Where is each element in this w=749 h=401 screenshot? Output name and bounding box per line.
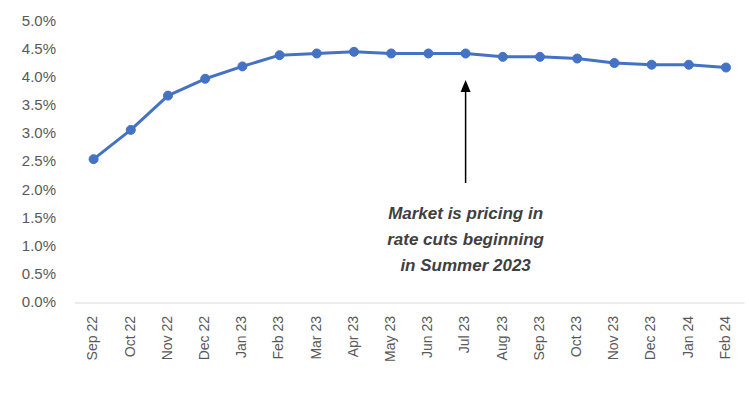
marker (647, 60, 656, 69)
marker (684, 60, 693, 69)
marker (312, 49, 321, 58)
x-tick-label: Feb 24 (717, 316, 733, 360)
y-tick-label: 0.0% (22, 293, 56, 310)
series (89, 47, 730, 163)
marker (201, 74, 210, 83)
marker (126, 125, 135, 134)
y-tick-label: 2.0% (22, 181, 56, 198)
marker (275, 51, 284, 60)
y-tick-label: 4.5% (22, 40, 56, 57)
marker (573, 54, 582, 63)
annotation: in Summer 2023 (400, 256, 531, 275)
y-tick-label: 1.5% (22, 209, 56, 226)
x-tick-label: Jan 23 (233, 316, 249, 358)
marker (498, 52, 507, 61)
x-tick-label: Feb 23 (270, 316, 286, 360)
marker (461, 49, 470, 58)
x-tick-label: Oct 22 (122, 316, 138, 357)
x-tick-label: Sep 22 (84, 316, 100, 361)
x-tick-label: Nov 23 (605, 316, 621, 361)
y-tick-label: 0.5% (22, 265, 56, 282)
annotation: Market is pricing in (388, 204, 543, 223)
x-tick-label: Nov 22 (159, 316, 175, 361)
line (94, 52, 726, 159)
x-tick-label: Jul 23 (456, 316, 472, 354)
x-tick-label: Jan 24 (680, 316, 696, 358)
x-tick-label: Sep 23 (531, 316, 547, 361)
x-axis (75, 303, 745, 304)
y-tick-label: 3.0% (22, 124, 56, 141)
y-tick-label: 2.5% (22, 152, 56, 169)
x-tick-label: Mar 23 (308, 316, 324, 360)
x-tick-label: Dec 22 (196, 316, 212, 361)
marker (536, 52, 545, 61)
x-tick-label: Apr 23 (345, 316, 361, 357)
x-tick-label: Oct 23 (568, 316, 584, 357)
marker (610, 59, 619, 68)
marker (238, 62, 247, 71)
x-tick-label: May 23 (382, 316, 398, 362)
marker (164, 91, 173, 100)
x-tick-label: Jun 23 (419, 316, 435, 358)
annotation-arrow (461, 80, 471, 183)
marker (350, 47, 359, 56)
x-tick-label: Aug 23 (494, 316, 510, 361)
marker (722, 63, 731, 72)
y-tick-label: 5.0% (22, 12, 56, 29)
y-tick-label: 3.5% (22, 96, 56, 113)
marker (89, 155, 98, 164)
marker (424, 49, 433, 58)
chart: 0.0% 0.5% 1.0% 1.5% 2.0% 2.5% 3.0% 3.5% 4.0% 4.5%… (0, 0, 749, 401)
marker (387, 49, 396, 58)
annotation: rate cuts beginning (387, 230, 544, 249)
x-tick-label: Dec 23 (642, 316, 658, 361)
y-tick-label: 1.0% (22, 237, 56, 254)
y-tick-label: 4.0% (22, 68, 56, 85)
